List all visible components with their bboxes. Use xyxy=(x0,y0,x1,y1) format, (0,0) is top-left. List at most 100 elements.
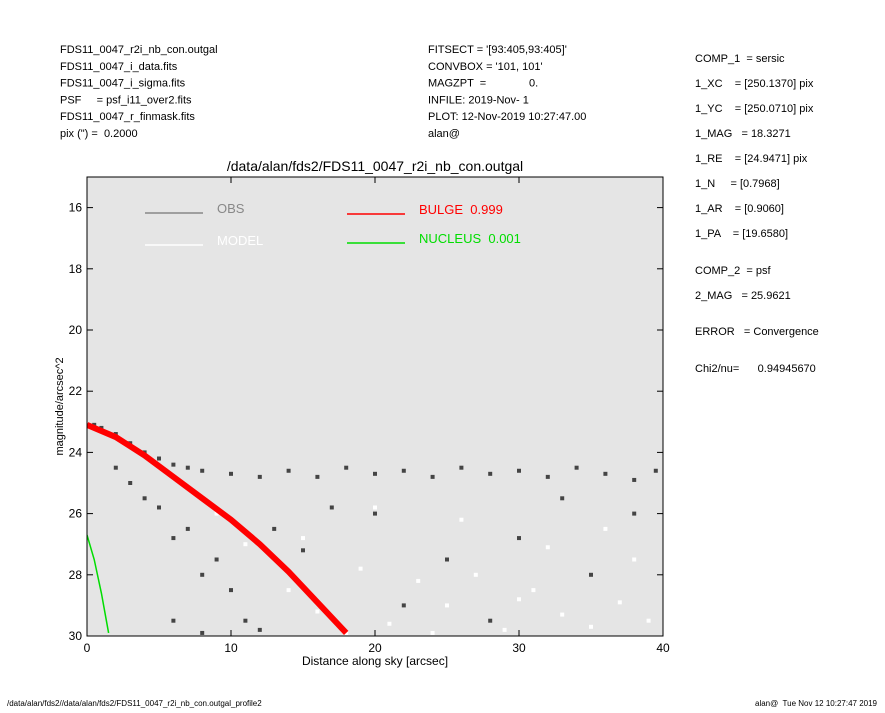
data-point xyxy=(646,618,651,623)
profile-line xyxy=(87,422,349,635)
plot-background xyxy=(87,177,663,636)
header-line: alan@ xyxy=(428,128,460,140)
y-tick-label: 24 xyxy=(69,445,83,459)
footer: alan@ Tue Nov 12 10:27:47 2019 xyxy=(755,699,878,708)
data-point xyxy=(387,621,392,626)
y-tick-label: 30 xyxy=(69,629,83,643)
x-tick-label: 40 xyxy=(656,641,670,655)
data-point xyxy=(185,526,190,531)
data-point xyxy=(229,588,233,593)
fit-line: 1_MAG = 18.3271 xyxy=(695,128,791,140)
data-point xyxy=(229,471,233,476)
data-point xyxy=(574,465,579,470)
x-tick-label: 30 xyxy=(512,641,526,655)
data-point xyxy=(617,600,622,605)
data-point xyxy=(473,572,478,577)
data-point xyxy=(157,505,161,510)
fit-line: 1_AR = [0.9060] xyxy=(695,203,784,215)
data-point xyxy=(358,566,363,571)
fit-line: ERROR = Convergence xyxy=(695,326,819,338)
fit-line: 1_XC = [250.1370] pix xyxy=(695,78,814,90)
header-line: FDS11_0047_i_sigma.fits xyxy=(60,78,186,90)
header-line: PSF = psf_i11_over2.fits xyxy=(60,94,192,106)
fit-line: 1_RE = [24.9471] pix xyxy=(695,153,808,165)
data-point xyxy=(286,468,291,473)
data-point xyxy=(603,526,608,531)
legend-label: BULGE 0.999 xyxy=(419,202,503,217)
data-point xyxy=(373,511,377,516)
data-point xyxy=(200,468,205,473)
data-point xyxy=(171,462,176,467)
data-point xyxy=(416,578,421,583)
y-tick-label: 18 xyxy=(69,262,83,276)
x-axis-label: Distance along sky [arcsec] xyxy=(302,654,448,668)
plot-area xyxy=(87,422,658,635)
data-point xyxy=(632,477,637,482)
fit-line: COMP_2 = psf xyxy=(695,265,771,277)
data-point xyxy=(257,627,262,632)
data-point xyxy=(214,511,219,516)
data-point xyxy=(113,465,118,470)
header-line: FDS11_0047_i_data.fits xyxy=(60,61,178,73)
fit-line: 1_PA = [19.6580] xyxy=(695,228,788,240)
data-point xyxy=(603,471,608,476)
plot-frame xyxy=(86,176,664,637)
data-point xyxy=(315,474,320,479)
data-point xyxy=(502,627,507,632)
fit-line: 1_YC = [250.0710] pix xyxy=(695,103,814,115)
y-tick-label: 26 xyxy=(69,507,83,521)
data-point xyxy=(171,618,176,623)
data-point xyxy=(632,557,637,562)
y-axis-label: magnitude/arcsec^2 xyxy=(54,357,66,455)
header-line: PLOT: 12-Nov-2019 10:27:47.00 xyxy=(428,111,586,123)
data-point xyxy=(589,572,593,577)
data-point xyxy=(545,474,550,479)
chart-title: /data/alan/fds2/FDS11_0047_r2i_nb_con.ou… xyxy=(227,158,523,174)
fit-line: 1_N = [0.7968] xyxy=(695,178,780,190)
data-point xyxy=(517,597,521,602)
data-point xyxy=(653,468,658,473)
data-point xyxy=(632,511,637,516)
data-point xyxy=(344,465,349,470)
data-point xyxy=(315,609,320,614)
data-point xyxy=(272,526,277,531)
data-point xyxy=(401,468,406,473)
data-point xyxy=(589,624,593,629)
data-point xyxy=(430,630,435,635)
header-line: FDS11_0047_r2i_nb_con.outgal xyxy=(60,44,218,56)
fit-line: 2_MAG = 25.9621 xyxy=(695,290,791,302)
data-point xyxy=(459,465,464,470)
x-tick-label: 20 xyxy=(368,641,382,655)
data-point xyxy=(560,496,565,501)
data-point xyxy=(430,474,435,479)
x-tick-label: 0 xyxy=(84,641,91,655)
data-point xyxy=(243,618,248,623)
data-point xyxy=(488,618,493,623)
data-point xyxy=(531,588,536,593)
y-tick-label: 28 xyxy=(69,568,83,582)
y-tick-label: 16 xyxy=(69,201,83,215)
data-point xyxy=(157,456,161,461)
header-line: MAGZPT = 0. xyxy=(428,78,538,90)
data-point xyxy=(373,505,377,510)
data-point xyxy=(243,542,248,547)
data-point xyxy=(517,536,521,541)
legend-label: OBS xyxy=(217,201,245,216)
header-line: pix (") = 0.2000 xyxy=(60,128,138,140)
data-point xyxy=(445,603,449,608)
data-point xyxy=(128,481,133,485)
header-line: CONVBOX = '101, 101' xyxy=(428,61,543,73)
data-point xyxy=(142,496,147,501)
header-line: FDS11_0047_r_finmask.fits xyxy=(60,111,195,123)
data-point xyxy=(445,557,449,562)
data-point xyxy=(373,471,377,476)
data-point xyxy=(459,517,464,522)
data-point xyxy=(401,603,406,608)
header-line: INFILE: 2019-Nov- 1 xyxy=(428,94,529,106)
data-point xyxy=(200,572,205,577)
data-point xyxy=(214,557,219,562)
data-point xyxy=(329,505,334,510)
fit-line: Chi2/nu= 0.94945670 xyxy=(695,363,816,375)
legend-label: MODEL xyxy=(217,233,263,248)
